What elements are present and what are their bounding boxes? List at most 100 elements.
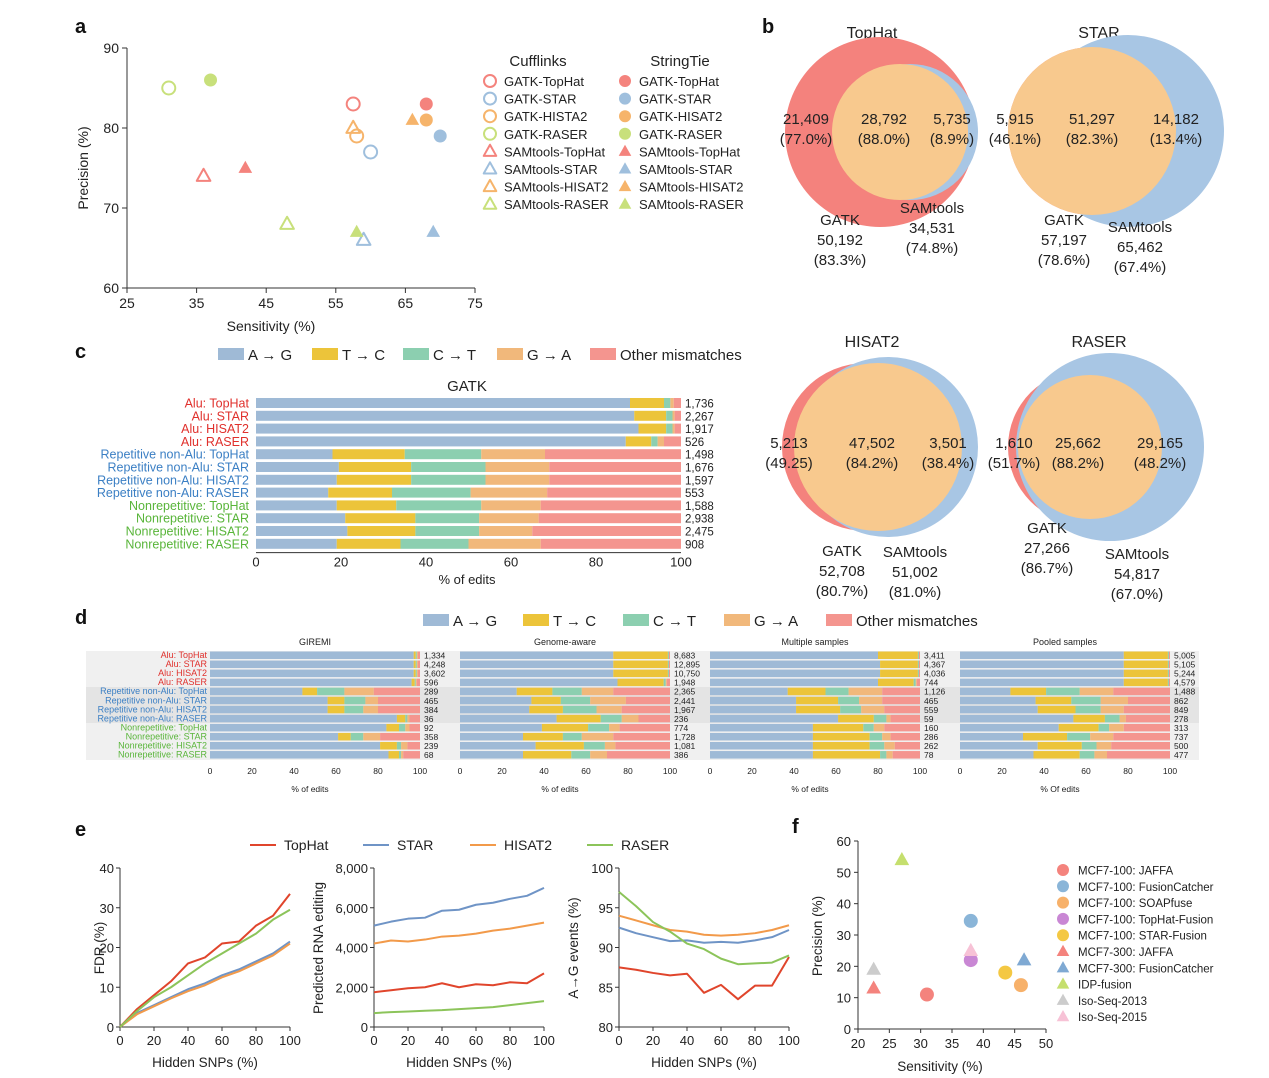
d-bar-segment [892, 751, 920, 759]
c-bar-segment [666, 410, 673, 421]
panel-c: GATK Alu: TopHat 1,736 Alu: STAR 2,267 Alu: H… [97, 378, 714, 587]
d-bar-segment [590, 696, 626, 705]
d-subchart-title: GIREMI [299, 637, 331, 647]
d-legend-label: C → T [653, 613, 696, 630]
d-bar-segment [665, 678, 667, 687]
d-bar-segment [710, 696, 797, 705]
d-subchart-title: Pooled samples [1033, 637, 1098, 647]
d-bar-segment [1075, 705, 1101, 714]
d-row-count: 737 [1174, 732, 1188, 742]
venn-right-total-pct: (67.0%) [1111, 586, 1164, 603]
c-bar-segment [336, 500, 397, 511]
c-bar-segment [549, 462, 681, 472]
d-bar-segment [541, 723, 589, 732]
d-bar-segment [915, 678, 917, 687]
d-bar-segment [960, 696, 1036, 705]
d-bar-segment [407, 742, 420, 750]
d-x-tick-label: 80 [873, 766, 883, 776]
d-bar-segment [710, 732, 813, 741]
d-bar-segment [710, 651, 878, 659]
a-x-tick-label: 65 [398, 295, 414, 311]
c-bar-segment [336, 538, 401, 549]
venn-left-only-pct: (51.7%) [988, 455, 1041, 472]
d-bar-segment [1071, 696, 1101, 705]
d-bar-segment [416, 678, 420, 687]
d-bar-segment [460, 751, 523, 759]
c-legend-label: A → G [248, 347, 292, 364]
c-row-label: Nonrepetitive: RASER [125, 537, 249, 551]
venn-overlap [1008, 47, 1176, 215]
d-bar-segment [667, 660, 669, 669]
c-bar-segment [415, 513, 480, 524]
d-bar-segment [531, 696, 561, 705]
a-x-tick-label: 35 [189, 295, 205, 311]
c-x-tick-label: 40 [419, 555, 433, 570]
e-y-tick-label: 30 [100, 901, 114, 916]
d-bar-segment [416, 651, 418, 659]
d-row-count: 160 [924, 723, 938, 733]
e-y-tick-label: 4,000 [335, 941, 368, 956]
d-bar-segment [1125, 714, 1170, 723]
venn-left-only: 1,610 [995, 435, 1033, 452]
e-y-tick-label: 8,000 [335, 861, 368, 876]
d-bar-segment [916, 678, 920, 687]
d-bar-segment [416, 669, 418, 678]
e-legend-label: HISAT2 [504, 837, 552, 853]
e-series-line [373, 1000, 545, 1015]
d-bar-segment [1128, 696, 1170, 705]
a-x-tick-label: 45 [258, 295, 274, 311]
venn-left-name: GATK [1027, 520, 1067, 537]
venn-left-total-pct: (86.7%) [1021, 560, 1074, 577]
d-subchart: Multiple samples3,4114,3674,0367441,1264… [708, 637, 946, 794]
e-y-tick-label: 95 [599, 901, 613, 916]
e-series-line [618, 891, 790, 966]
d-row-count: 559 [924, 705, 938, 715]
d-bar-segment [460, 651, 614, 659]
a-legend-marker [482, 161, 498, 175]
c-bar-segment [625, 436, 652, 447]
f-legend-label: MCF7-100: FusionCatcher [1078, 882, 1214, 894]
panel-b: TopHat21,409(77.0%)28,792(88.0%)5,735(8.… [765, 25, 1224, 603]
e-x-tick-label: 60 [215, 1033, 229, 1048]
d-bar-segment [917, 651, 919, 659]
d-bar-segment [1033, 751, 1080, 759]
a-point [426, 224, 441, 237]
c-legend-swatch [312, 348, 338, 360]
d-bar-segment [882, 732, 891, 741]
f-legend-marker [1056, 1010, 1070, 1022]
c-legend-label: G → A [527, 347, 571, 364]
d-bar-segment [415, 660, 417, 669]
a-legend-item: GATK-HISAT2 [639, 109, 722, 124]
f-x-tick-label: 30 [913, 1036, 927, 1051]
c-row-label: Alu: RASER [181, 435, 249, 449]
d-bar-segment [1167, 678, 1169, 687]
d-row-count: 1,334 [424, 651, 446, 661]
panel-f: 20 25 30 35 40 45 50 0 10 20 30 40 50 60 Sensitivity (… [810, 834, 1214, 1074]
d-bar-segment [869, 742, 885, 750]
venn-right-name: SAMtools [900, 200, 964, 217]
panel-letter-c: c [75, 341, 86, 363]
d-row-count: 36 [424, 714, 434, 724]
d-bar-segment [710, 742, 813, 750]
f-point [998, 965, 1013, 980]
d-bar-segment [960, 732, 1023, 741]
f-legend-marker [1057, 896, 1069, 909]
venn-left-total-pct: (78.6%) [1038, 252, 1091, 269]
f-point [866, 961, 882, 975]
d-bar-segment [880, 669, 918, 678]
d-row-count: 862 [1174, 696, 1188, 706]
e-x-tick-label: 100 [778, 1033, 800, 1048]
f-legend-label: MCF7-100: STAR-Fusion [1078, 931, 1207, 943]
d-row-count: 774 [674, 723, 688, 733]
a-legend-item: SAMtools-TopHat [639, 144, 741, 159]
f-y-tick-label: 0 [844, 1022, 851, 1037]
d-bar-segment [460, 714, 557, 723]
e-subplot: 0 20 40 60 80 100 0 2,000 4,000 6,000 8,000 Hidden … [311, 861, 555, 1070]
a-point [345, 96, 361, 112]
f-legend-label: Iso-Seq-2013 [1078, 996, 1147, 1008]
d-bar-segment [327, 696, 345, 705]
d-bar-segment [638, 714, 670, 723]
c-bar-segment [256, 513, 346, 524]
d-bar-segment [416, 660, 418, 669]
d-bar-segment [1109, 723, 1124, 732]
